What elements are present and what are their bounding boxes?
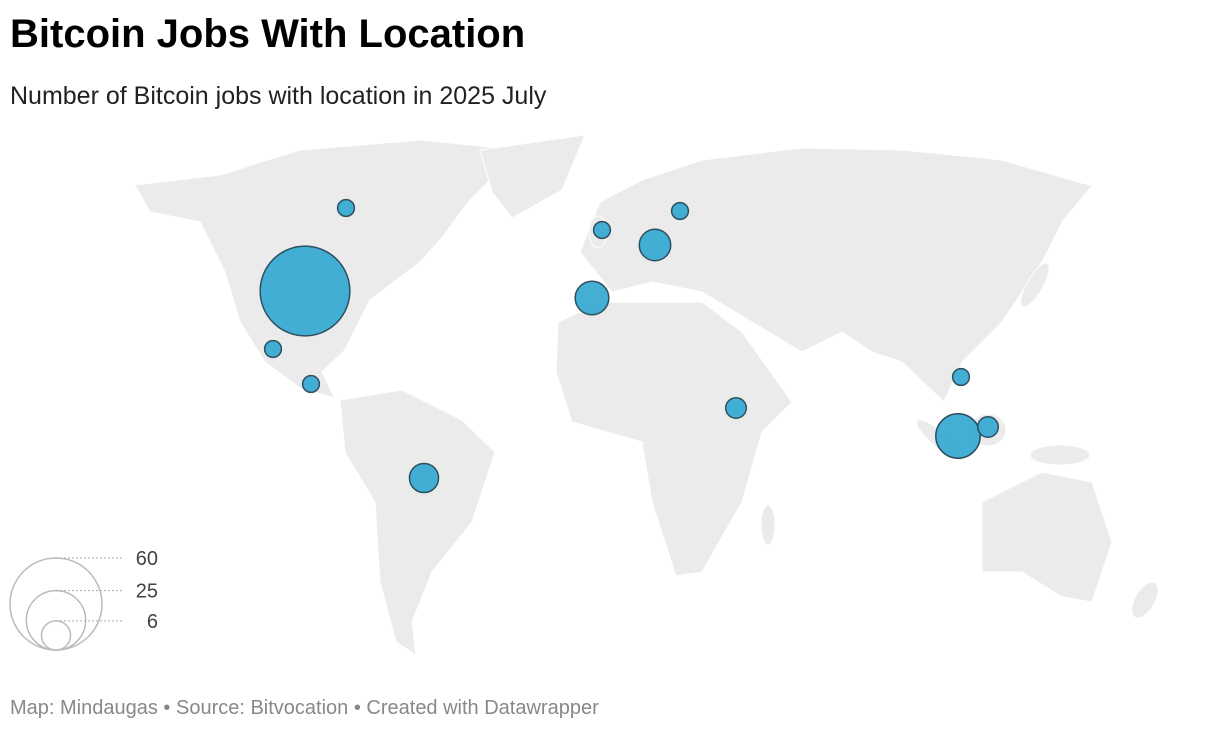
bubbles — [259, 198, 1000, 494]
bubble — [638, 228, 672, 262]
size-legend: 60 25 6 — [9, 548, 158, 651]
bubble — [724, 396, 748, 420]
bubble — [951, 367, 971, 387]
legend-label: 60 — [136, 548, 158, 570]
bubble — [935, 413, 981, 459]
footer: Map: Mindaugas • Source: Bitvocation • C… — [10, 697, 599, 719]
legend-label: 25 — [136, 581, 158, 603]
legend-circle — [9, 557, 103, 651]
bubble — [976, 415, 1000, 439]
bubble — [408, 462, 440, 494]
subtitle: Number of Bitcoin jobs with location in … — [10, 82, 547, 110]
legend-label: 6 — [147, 611, 158, 633]
bubble — [592, 220, 612, 240]
bubble — [259, 245, 351, 337]
legend-circle — [40, 620, 72, 651]
title: Bitcoin Jobs With Location — [10, 12, 526, 56]
bubble — [263, 339, 283, 359]
bubble — [301, 374, 321, 394]
bubble — [670, 201, 690, 221]
bubble — [336, 198, 356, 218]
bubble — [574, 280, 610, 316]
land — [134, 134, 1159, 657]
